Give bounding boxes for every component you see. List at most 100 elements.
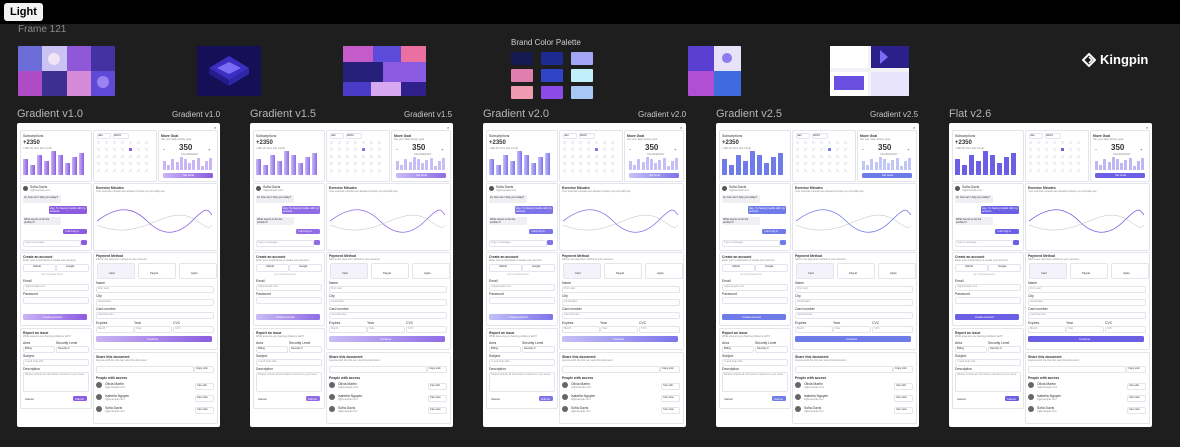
calendar-day[interactable]	[113, 141, 116, 144]
calendar-day[interactable]	[346, 155, 349, 158]
payment-option[interactable]	[1070, 263, 1108, 279]
calendar-day[interactable]	[804, 148, 807, 151]
color-swatch[interactable]	[571, 69, 593, 82]
create-account-button[interactable]	[489, 314, 553, 320]
payment-option[interactable]	[138, 263, 176, 279]
card-number-input[interactable]	[562, 312, 680, 319]
chat-input[interactable]	[722, 240, 780, 247]
card-number-input[interactable]	[329, 312, 447, 319]
github-button[interactable]	[955, 264, 988, 272]
thumbnail-slides[interactable]	[830, 46, 909, 96]
github-button[interactable]	[256, 264, 289, 272]
calendar-day[interactable]	[603, 141, 606, 144]
subject-input[interactable]	[955, 359, 1021, 366]
calendar-day[interactable]	[378, 169, 381, 172]
calendar-day[interactable]	[370, 155, 373, 158]
create-account-button[interactable]	[722, 314, 786, 320]
role-select[interactable]	[661, 383, 680, 390]
area-select[interactable]	[256, 346, 288, 353]
send-button[interactable]	[1013, 240, 1019, 245]
calendar-day[interactable]	[346, 141, 349, 144]
calendar-day[interactable]	[1029, 148, 1032, 151]
year-select[interactable]	[134, 326, 172, 333]
calendar-day[interactable]	[145, 141, 148, 144]
calendar-day[interactable]	[595, 169, 598, 172]
role-select[interactable]	[428, 407, 447, 414]
calendar-day[interactable]	[611, 155, 614, 158]
google-button[interactable]	[755, 264, 788, 272]
calendar-day[interactable]	[579, 162, 582, 165]
send-button[interactable]	[547, 240, 553, 245]
calendar-day[interactable]	[1053, 169, 1056, 172]
password-input[interactable]	[722, 297, 788, 304]
calendar-day[interactable]	[611, 169, 614, 172]
calendar-day[interactable]	[820, 169, 823, 172]
chat-input[interactable]	[955, 240, 1013, 247]
calendar-day[interactable]	[563, 169, 566, 172]
calendar-day[interactable]	[145, 155, 148, 158]
payment-option[interactable]	[645, 263, 683, 279]
cvc-input[interactable]	[1105, 326, 1146, 333]
calendar-day[interactable]	[1029, 141, 1032, 144]
calendar-day[interactable]	[611, 162, 614, 165]
month-select[interactable]	[562, 326, 600, 333]
name-input[interactable]	[329, 286, 447, 293]
calendar-day[interactable]	[97, 141, 100, 144]
chat-input[interactable]	[256, 240, 314, 247]
calendar-day[interactable]	[1037, 169, 1040, 172]
month-select[interactable]	[563, 133, 577, 139]
calendar-day[interactable]	[121, 169, 124, 172]
calendar-day[interactable]	[370, 141, 373, 144]
calendar-day[interactable]	[105, 155, 108, 158]
role-select[interactable]	[1127, 383, 1146, 390]
calendar-day[interactable]	[796, 148, 799, 151]
calendar-day[interactable]	[579, 148, 582, 151]
calendar-day[interactable]	[587, 155, 590, 158]
calendar-day[interactable]	[1053, 148, 1056, 151]
minus-icon[interactable]: −	[1095, 147, 1098, 152]
payment-option[interactable]	[563, 263, 601, 279]
calendar-day[interactable]	[595, 155, 598, 158]
minus-icon[interactable]: −	[629, 147, 632, 152]
calendar-day[interactable]	[603, 162, 606, 165]
cvc-input[interactable]	[872, 326, 913, 333]
area-select[interactable]	[722, 346, 754, 353]
month-select[interactable]	[96, 326, 134, 333]
color-swatch[interactable]	[541, 86, 563, 99]
calendar-day[interactable]	[1045, 141, 1048, 144]
subject-input[interactable]	[23, 359, 89, 366]
calendar-day[interactable]	[812, 169, 815, 172]
plus-icon[interactable]: +	[208, 147, 211, 152]
thumbnail-social[interactable]	[688, 46, 741, 96]
card-number-input[interactable]	[795, 312, 913, 319]
calendar-day[interactable]	[113, 169, 116, 172]
email-input[interactable]	[256, 284, 322, 291]
calendar-day[interactable]	[338, 148, 341, 151]
role-select[interactable]	[428, 395, 447, 402]
calendar-day[interactable]	[370, 162, 373, 165]
calendar-day[interactable]	[137, 141, 140, 144]
calendar-day[interactable]	[812, 148, 815, 151]
role-select[interactable]	[894, 383, 913, 390]
thumbnail-banners[interactable]	[343, 46, 426, 96]
role-select[interactable]	[894, 395, 913, 402]
city-input[interactable]	[795, 299, 913, 306]
plus-icon[interactable]: +	[907, 147, 910, 152]
calendar-day[interactable]	[563, 148, 566, 151]
calendar-day[interactable]	[370, 169, 373, 172]
send-button[interactable]	[314, 240, 320, 245]
calendar-day[interactable]	[121, 155, 124, 158]
card-number-input[interactable]	[96, 312, 214, 319]
color-swatch[interactable]	[511, 69, 533, 82]
set-goal-button[interactable]	[1095, 173, 1145, 178]
calendar-day[interactable]	[1045, 169, 1048, 172]
calendar-day[interactable]	[1029, 169, 1032, 172]
calendar-day[interactable]	[836, 169, 839, 172]
calendar-day[interactable]	[611, 141, 614, 144]
subject-input[interactable]	[489, 359, 555, 366]
description-textarea[interactable]	[256, 372, 322, 392]
security-level-select[interactable]	[988, 346, 1021, 353]
calendar-day[interactable]	[1061, 169, 1064, 172]
calendar-day[interactable]	[362, 155, 365, 158]
continue-button[interactable]	[795, 336, 911, 342]
